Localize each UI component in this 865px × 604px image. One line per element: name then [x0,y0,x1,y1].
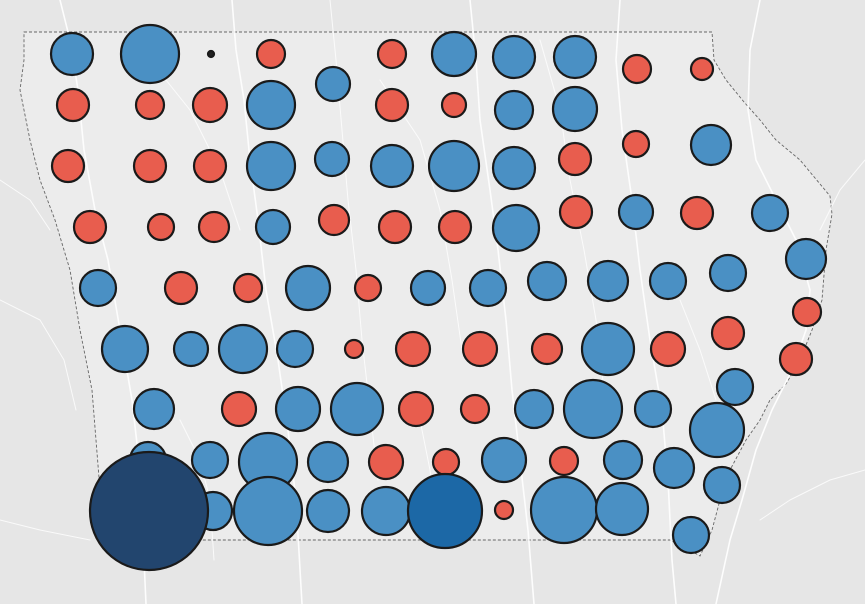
county-bubble[interactable] [710,315,746,351]
county-bubble[interactable] [72,209,108,245]
county-bubble[interactable] [397,390,435,428]
county-bubble[interactable] [493,499,515,521]
county-bubble[interactable] [491,203,541,253]
county-bubble[interactable] [437,209,473,245]
county-bubble[interactable] [274,385,322,433]
county-bubble[interactable] [548,445,580,477]
county-bubble[interactable] [343,338,365,360]
county-bubble[interactable] [621,129,651,159]
county-bubble[interactable] [648,261,688,301]
county-bubble[interactable] [671,515,711,555]
county-bubble[interactable] [132,148,168,184]
county-bubble[interactable] [715,367,755,407]
county-bubble[interactable] [791,296,823,328]
county-bubble[interactable] [652,446,696,490]
county-bubble[interactable] [245,79,297,131]
county-bubble[interactable] [784,237,828,281]
county-bubble[interactable] [313,140,351,178]
county-bubble[interactable] [245,140,297,192]
county-bubble[interactable] [529,475,599,545]
county-bubble[interactable] [431,447,461,477]
county-bubble[interactable] [377,209,413,245]
county-bubble[interactable] [163,270,199,306]
county-bubble[interactable] [580,321,636,377]
county-bubble[interactable] [688,401,746,459]
county-bubble[interactable] [376,38,408,70]
county-bubble[interactable] [305,488,351,534]
county-bubble[interactable] [317,203,351,237]
county-bubble[interactable] [602,439,644,481]
county-bubble[interactable] [55,87,91,123]
county-bubble[interactable] [530,332,564,366]
county-bubble[interactable] [367,443,405,481]
county-bubble[interactable] [679,195,715,231]
county-bubble[interactable] [491,34,537,80]
county-bubble[interactable] [255,38,287,70]
county-bubble[interactable] [621,53,653,85]
county-bubble[interactable] [562,378,624,440]
county-bubble[interactable] [427,139,481,193]
county-bubble[interactable] [480,436,528,484]
county-bubble[interactable] [232,475,304,547]
county-bubble[interactable] [78,268,118,308]
county-bubble[interactable] [617,193,655,231]
county-bubble[interactable] [353,273,383,303]
county-bubble[interactable] [750,193,790,233]
county-bubble[interactable] [329,381,385,437]
county-bubble[interactable] [284,264,332,312]
county-bubble[interactable] [197,210,231,244]
county-bubble[interactable] [88,450,210,572]
county-bubble[interactable] [468,268,508,308]
county-bubble[interactable] [689,123,733,167]
county-bubble[interactable] [702,465,742,505]
county-bubble[interactable] [232,272,264,304]
county-bubble[interactable] [206,49,216,59]
county-bubble[interactable] [314,65,352,103]
county-bubble[interactable] [594,481,650,537]
county-bubble[interactable] [49,31,95,77]
county-bubble[interactable] [406,472,484,550]
county-bubble[interactable] [558,194,594,230]
county-bubble[interactable] [191,86,229,124]
county-bubble[interactable] [440,91,468,119]
county-bubble[interactable] [689,56,715,82]
county-bubble[interactable] [586,259,630,303]
county-bubble[interactable] [192,148,228,184]
county-bubble[interactable] [100,324,150,374]
county-bubble[interactable] [493,89,535,131]
county-bubble[interactable] [633,389,673,429]
county-bubble[interactable] [132,387,176,431]
county-bubble[interactable] [172,330,210,368]
county-bubble[interactable] [394,330,432,368]
county-bubble[interactable] [708,253,748,293]
county-bubble[interactable] [50,148,86,184]
county-bubble[interactable] [459,393,491,425]
county-bubble[interactable] [306,440,350,484]
county-bubble[interactable] [461,330,499,368]
county-bubble[interactable] [778,341,814,377]
county-bubble[interactable] [430,30,478,78]
county-bubble[interactable] [513,388,555,430]
county-bubble[interactable] [190,440,230,480]
county-bubble[interactable] [134,89,166,121]
county-bubble[interactable] [217,323,269,375]
county-bubble[interactable] [491,145,537,191]
county-bubble[interactable] [146,212,176,242]
county-bubble[interactable] [551,85,599,133]
county-bubble[interactable] [275,329,315,369]
county-bubble[interactable] [254,208,292,246]
county-bubble[interactable] [526,260,568,302]
county-bubble[interactable] [360,485,412,537]
county-bubble[interactable] [552,34,598,80]
county-bubble[interactable] [220,390,258,428]
county-bubble[interactable] [557,141,593,177]
county-bubble[interactable] [369,143,415,189]
county-bubble[interactable] [374,87,410,123]
county-circles [49,23,828,572]
county-bubble[interactable] [409,269,447,307]
county-bubble[interactable] [649,330,687,368]
county-bubble[interactable] [119,23,181,85]
